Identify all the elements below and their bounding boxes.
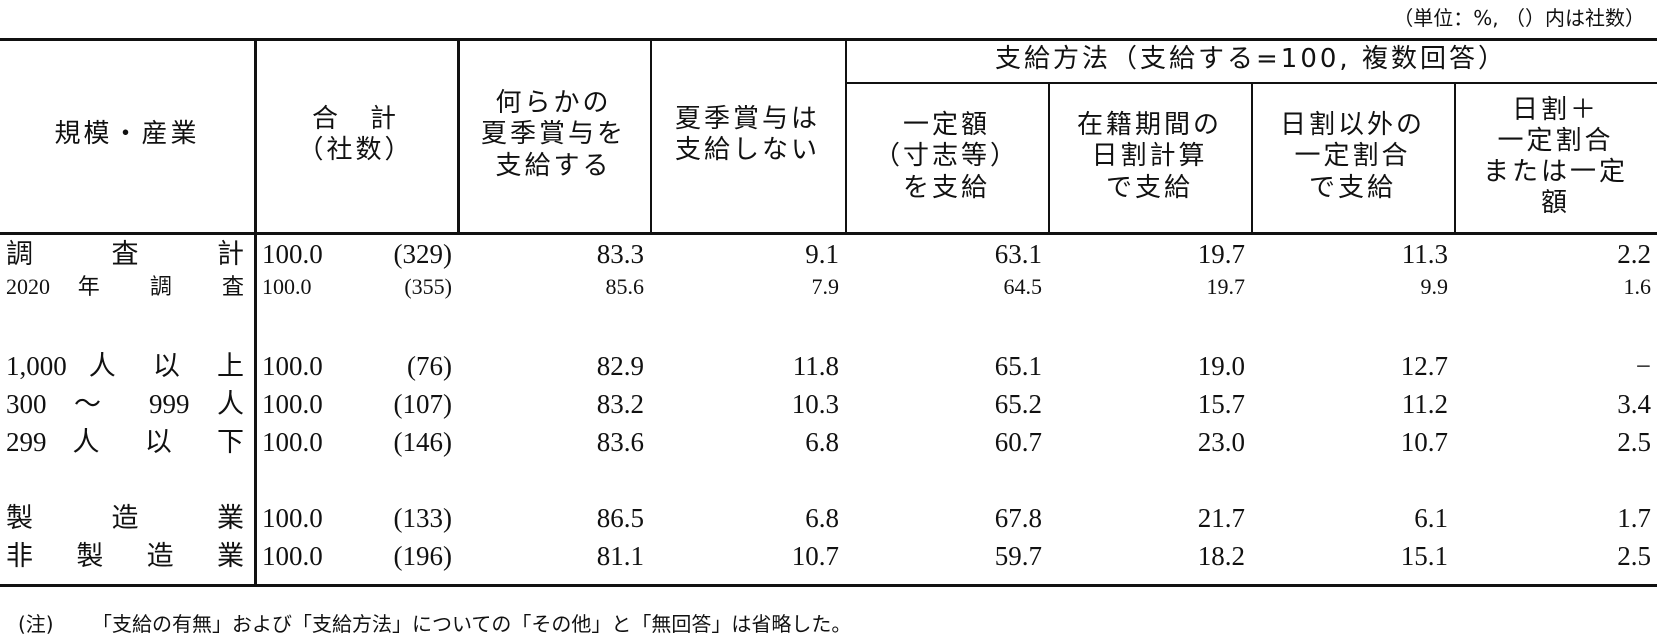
row-total: 100.0 [262, 274, 312, 299]
row-value: 11.3 [1401, 239, 1448, 269]
row-value: 6.8 [805, 503, 839, 533]
row-value: 9.1 [805, 239, 839, 269]
row-value: 18.2 [1197, 541, 1245, 571]
header-cell: 規模・産業 [54, 119, 200, 150]
row-total: 100.0 [262, 389, 323, 419]
row-value: 6.1 [1414, 503, 1448, 533]
rule [650, 38, 652, 232]
row-count: (146) [393, 427, 452, 457]
row-value: 81.1 [596, 541, 644, 571]
row-value: 83.2 [596, 389, 644, 419]
header-cell: 何らかの 夏季賞与を 支給する [480, 88, 626, 181]
row-label: 非 製 造 業 [6, 541, 244, 571]
rule [254, 38, 257, 584]
row-value: 65.1 [994, 351, 1042, 381]
row-value: 59.7 [994, 541, 1042, 571]
row-value: 15.7 [1197, 389, 1245, 419]
rule [0, 584, 1657, 587]
row-label: 300 ～ 999 人 [6, 389, 244, 419]
unit-note: （単位：%, （）内は社数） [1393, 6, 1645, 30]
rule [0, 232, 1657, 235]
row-label: 1,000 人 以 上 [6, 351, 244, 381]
note-text: 「支給の有無」および「支給方法」についての「その他」と「無回答」は省略した。 [92, 612, 852, 636]
row-value: 2.5 [1617, 427, 1651, 457]
row-value: − [1635, 351, 1651, 381]
row-value: 86.5 [596, 503, 644, 533]
row-value: 9.9 [1420, 274, 1449, 299]
row-total: 100.0 [262, 351, 323, 381]
header-cell: 一定額 （寸志等） を支給 [873, 110, 1019, 203]
row-count: (196) [393, 541, 452, 571]
header-cell: 在籍期間の 日割計算 で支給 [1076, 110, 1222, 203]
row-value: 15.1 [1400, 541, 1448, 571]
row-value: 12.7 [1400, 351, 1448, 381]
row-value: 3.4 [1617, 389, 1651, 419]
row-value: 64.5 [1003, 274, 1043, 299]
row-label: 調 査 計 [6, 239, 244, 269]
header-cell: 夏季賞与は 支給しない [674, 103, 820, 165]
row-value: 19.7 [1197, 239, 1245, 269]
row-count: (355) [404, 274, 452, 299]
rule [1454, 82, 1456, 232]
row-value: 85.6 [605, 274, 645, 299]
header-group: 支給方法（支給する=100, 複数回答） [995, 44, 1507, 75]
rule [0, 38, 1657, 41]
row-value: 1.7 [1617, 503, 1651, 533]
rule [1048, 82, 1050, 232]
row-value: 6.8 [805, 427, 839, 457]
row-label: 299 人 以 下 [6, 427, 244, 457]
row-value: 60.7 [994, 427, 1042, 457]
header-cell: 日割＋ 一定割合 または一定 額 [1482, 94, 1628, 219]
header-cell: 合 計 （社数） [297, 103, 414, 165]
row-count: (133) [393, 503, 452, 533]
rule [845, 38, 847, 232]
rule [457, 38, 460, 232]
row-value: 10.3 [791, 389, 839, 419]
row-label: 製 造 業 [6, 503, 244, 533]
row-count: (329) [393, 239, 452, 269]
row-value: 2.2 [1617, 239, 1651, 269]
row-value: 23.0 [1197, 427, 1245, 457]
rule [1251, 82, 1253, 232]
row-value: 10.7 [791, 541, 839, 571]
row-value: 82.9 [596, 351, 644, 381]
row-value: 11.8 [792, 351, 839, 381]
row-value: 21.7 [1197, 503, 1245, 533]
row-value: 83.3 [596, 239, 644, 269]
row-total: 100.0 [262, 427, 323, 457]
row-value: 67.8 [994, 503, 1042, 533]
row-total: 100.0 [262, 541, 323, 571]
note-mark: (注) [18, 612, 54, 636]
row-value: 19.7 [1206, 274, 1246, 299]
row-label: 2020 年 調 査 [6, 274, 244, 299]
row-count: (107) [393, 389, 452, 419]
row-total: 100.0 [262, 503, 323, 533]
row-value: 10.7 [1400, 427, 1448, 457]
row-value: 65.2 [994, 389, 1042, 419]
row-value: 1.6 [1623, 274, 1652, 299]
row-value: 63.1 [994, 239, 1042, 269]
row-value: 83.6 [596, 427, 644, 457]
header-cell: 日割以外の 一定割合 で支給 [1279, 110, 1425, 203]
row-value: 19.0 [1197, 351, 1245, 381]
row-value: 11.2 [1401, 389, 1448, 419]
row-value: 7.9 [811, 274, 840, 299]
row-count: (76) [407, 351, 452, 381]
row-value: 2.5 [1617, 541, 1651, 571]
row-total: 100.0 [262, 239, 323, 269]
